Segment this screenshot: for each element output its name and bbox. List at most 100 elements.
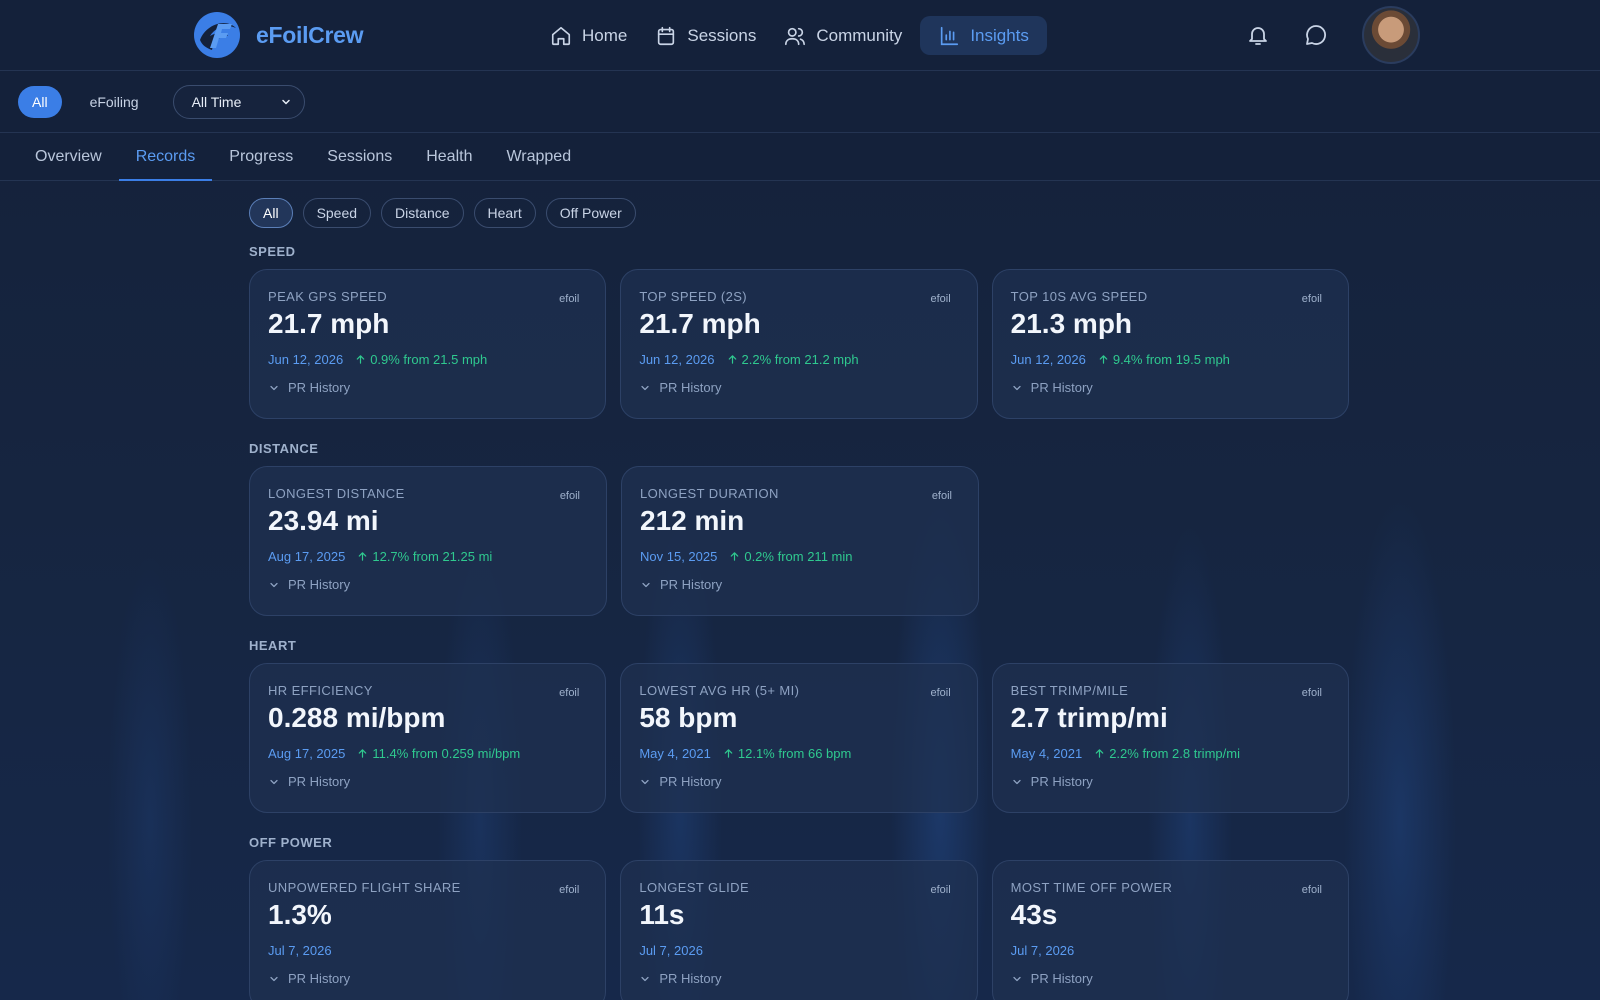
chip-distance[interactable]: Distance: [381, 198, 464, 228]
pr-history-toggle[interactable]: PR History: [268, 971, 587, 986]
record-date[interactable]: Aug 17, 2025: [268, 549, 346, 564]
record-delta-text: 12.7% from 21.25 mi: [372, 549, 493, 564]
tab-overview[interactable]: Overview: [35, 147, 102, 165]
nav-actions: [1246, 6, 1420, 64]
record-label: MOST TIME OFF POWER: [1010, 880, 1173, 895]
record-value: 0.288 mi/bpm: [268, 702, 446, 733]
section-title: DISTANCE: [249, 441, 319, 456]
record-date[interactable]: Jun 12, 2026: [639, 352, 715, 367]
record-card[interactable]: TOP SPEED (2S) efoil 21.7 mph Jun 12, 20…: [620, 269, 978, 419]
record-meta: Jul 7, 2026: [268, 943, 587, 958]
chip-speed[interactable]: Speed: [302, 198, 372, 228]
chip-off-power[interactable]: Off Power: [545, 198, 636, 228]
sport-filter-efoiling[interactable]: eFoiling: [89, 93, 139, 110]
pr-history-toggle[interactable]: PR History: [268, 774, 587, 789]
record-grid: PEAK GPS SPEED efoil 21.7 mph Jun 12, 20…: [249, 269, 1349, 419]
pr-history-label: PR History: [659, 774, 722, 789]
record-delta: 0.9% from 21.5 mph: [355, 352, 487, 367]
record-value: 11s: [639, 899, 685, 930]
record-card[interactable]: BEST TRIMP/MILE efoil 2.7 trimp/mi May 4…: [991, 663, 1349, 813]
record-delta: 0.2% from 211 min: [729, 549, 852, 564]
sport-tag: efoil: [559, 687, 580, 699]
record-date[interactable]: Nov 15, 2025: [640, 549, 718, 564]
record-meta: Aug 17, 2025 12.7% from 21.25 mi: [268, 549, 588, 564]
pr-history-toggle[interactable]: PR History: [639, 971, 958, 986]
arrow-up-icon: [1095, 749, 1104, 758]
pr-history-toggle[interactable]: PR History: [268, 380, 587, 395]
sport-tag: efoil: [559, 490, 580, 502]
record-date[interactable]: Jul 7, 2026: [639, 943, 703, 958]
tab-wrapped[interactable]: Wrapped: [506, 147, 572, 165]
record-delta: 11.4% from 0.259 mi/bpm: [357, 746, 520, 761]
chevron-down-icon: [641, 976, 649, 981]
pr-history-toggle[interactable]: PR History: [640, 577, 960, 592]
record-date[interactable]: May 4, 2021: [639, 746, 711, 761]
records-content: All Speed Distance Heart Off Power SPEED…: [249, 198, 1349, 1000]
record-date[interactable]: Jul 7, 2026: [268, 943, 332, 958]
record-label: PEAK GPS SPEED: [268, 289, 388, 304]
bell-icon[interactable]: [1246, 23, 1270, 47]
pr-history-label: PR History: [660, 577, 723, 592]
section-title: HEART: [249, 638, 297, 653]
logo-icon: [194, 12, 240, 58]
sport-tag: efoil: [1301, 884, 1322, 896]
section-title: OFF POWER: [249, 835, 333, 850]
pr-history-toggle[interactable]: PR History: [1011, 971, 1330, 986]
record-label: BEST TRIMP/MILE: [1010, 683, 1129, 698]
nav-item-sessions[interactable]: Sessions: [645, 16, 766, 55]
avatar[interactable]: [1362, 6, 1420, 64]
record-card[interactable]: LOWEST AVG HR (5+ MI) efoil 58 bpm May 4…: [620, 663, 978, 813]
record-card[interactable]: TOP 10S AVG SPEED efoil 21.3 mph Jun 12,…: [991, 269, 1349, 419]
record-sections: SPEED PEAK GPS SPEED efoil 21.7 mph Jun …: [249, 244, 1349, 1000]
record-date[interactable]: Jul 7, 2026: [1010, 943, 1075, 958]
chip-all[interactable]: All: [249, 198, 293, 228]
tab-records[interactable]: Records: [118, 133, 213, 181]
arrow-up-icon: [359, 749, 367, 758]
arrow-up-icon: [731, 552, 739, 561]
sport-tag: efoil: [930, 884, 951, 896]
pr-history-label: PR History: [659, 380, 722, 395]
record-delta-text: 0.9% from 21.5 mph: [370, 352, 488, 367]
record-card[interactable]: LONGEST DISTANCE efoil 23.94 mi Aug 17, …: [249, 466, 607, 616]
nav-item-insights[interactable]: Insights: [920, 16, 1047, 55]
tab-progress[interactable]: Progress: [229, 147, 294, 165]
record-card[interactable]: HR EFFICIENCY efoil 0.288 mi/bpm Aug 17,…: [249, 663, 607, 813]
tab-health[interactable]: Health: [426, 147, 473, 165]
chip-heart[interactable]: Heart: [473, 198, 536, 228]
tab-sessions[interactable]: Sessions: [327, 147, 393, 165]
record-card[interactable]: UNPOWERED FLIGHT SHARE efoil 1.3% Jul 7,…: [249, 860, 607, 1000]
record-date[interactable]: Jun 12, 2026: [1010, 352, 1086, 367]
sport-filter-all[interactable]: All: [18, 85, 62, 118]
record-card[interactable]: MOST TIME OFF POWER efoil 43s Jul 7, 202…: [991, 860, 1349, 1000]
brand[interactable]: eFoilCrew: [192, 10, 364, 60]
record-label: LOWEST AVG HR (5+ MI): [639, 683, 800, 698]
chevron-down-icon: [642, 582, 650, 587]
pr-history-toggle[interactable]: PR History: [268, 577, 588, 592]
category-chips: All Speed Distance Heart Off Power: [249, 198, 1349, 228]
arrow-up-icon: [728, 355, 736, 364]
pr-history-toggle[interactable]: PR History: [1011, 774, 1330, 789]
record-card[interactable]: LONGEST DURATION efoil 212 min Nov 15, 2…: [621, 466, 979, 616]
arrow-up-icon: [1099, 355, 1108, 364]
pr-history-label: PR History: [1030, 774, 1093, 789]
nav-item-label: Insights: [970, 25, 1029, 45]
record-delta-text: 2.2% from 2.8 trimp/mi: [1109, 746, 1240, 761]
pr-history-toggle[interactable]: PR History: [639, 774, 958, 789]
nav-item-community[interactable]: Community: [774, 16, 912, 55]
record-date[interactable]: May 4, 2021: [1010, 746, 1083, 761]
record-date[interactable]: Jun 12, 2026: [268, 352, 344, 367]
users-icon: [785, 27, 806, 45]
chevron-down-icon: [270, 779, 278, 784]
pr-history-toggle[interactable]: PR History: [639, 380, 958, 395]
record-card[interactable]: PEAK GPS SPEED efoil 21.7 mph Jun 12, 20…: [249, 269, 607, 419]
record-date[interactable]: Aug 17, 2025: [268, 746, 346, 761]
sport-tag: efoil: [1301, 687, 1322, 699]
nav-item-label: Community: [816, 25, 903, 45]
record-value: 212 min: [640, 505, 745, 536]
chevron-down-icon: [270, 976, 278, 981]
pr-history-toggle[interactable]: PR History: [1011, 380, 1330, 395]
nav-item-home[interactable]: Home: [540, 16, 637, 55]
time-range-select[interactable]: All Time: [172, 84, 305, 119]
record-card[interactable]: LONGEST GLIDE efoil 11s Jul 7, 2026 PR H…: [620, 860, 978, 1000]
chat-icon[interactable]: [1304, 23, 1328, 47]
